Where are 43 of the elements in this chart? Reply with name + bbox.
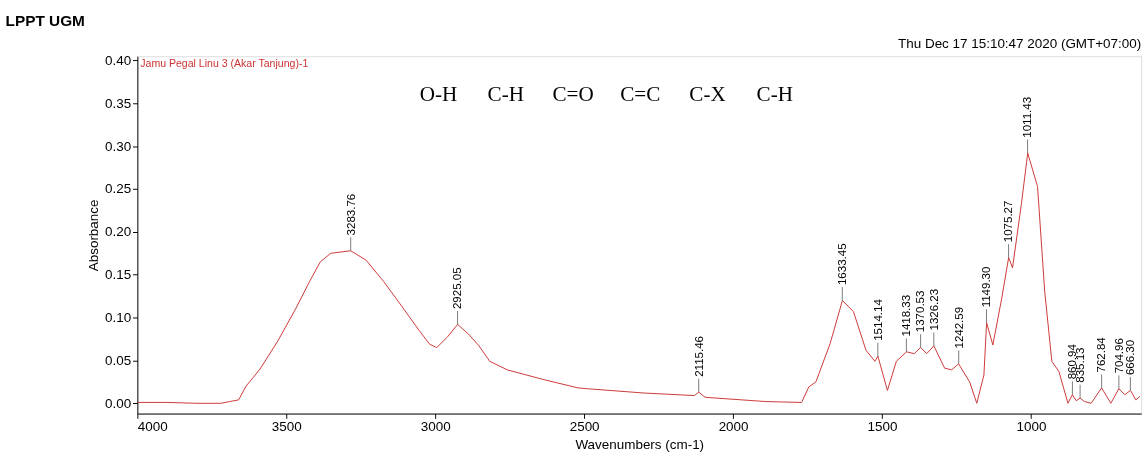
x-tick-label: 1500 [867, 419, 898, 435]
x-tick-label: 2000 [718, 419, 749, 435]
annotation: 1418.33 [900, 294, 913, 337]
annotation: 1514.14 [871, 298, 884, 341]
annotation: 762.84 [1095, 336, 1108, 373]
y-tick-label: 0.35 [104, 95, 132, 111]
y-tick-label: 0.00 [104, 395, 132, 411]
annotation: C-H [756, 82, 793, 107]
y-tick-label: 0.10 [104, 309, 132, 325]
y-tick-label: 0.15 [104, 267, 132, 283]
annotation: C=O [552, 82, 594, 107]
annotation: O-H [419, 82, 458, 107]
annotation: C-X [689, 82, 726, 107]
annotation: 1242.59 [952, 306, 965, 349]
annotation: 1370.53 [914, 290, 927, 333]
y-tick-label: 0.30 [104, 138, 132, 154]
y-axis-title: Absorbance [86, 199, 102, 272]
text: Jamu Pegal Linu 3 (Akar Tanjung)-1 [140, 56, 309, 69]
y-tick-label: 0.05 [104, 352, 132, 368]
x-tick-label: 2500 [569, 419, 600, 435]
annotation: 3283.76 [344, 193, 357, 236]
annotation: 1326.23 [927, 288, 940, 331]
y-tick-label: 0.25 [104, 181, 132, 197]
annotation: 2925.05 [451, 267, 464, 310]
annotation: C=C [620, 82, 661, 107]
x-axis-title: Wavenumbers (cm-1) [575, 436, 705, 452]
x-tick-label: 3500 [271, 419, 302, 435]
annotation: 704.96 [1112, 338, 1125, 374]
annotation: 1011.43 [1021, 96, 1034, 138]
y-tick-label: 0.40 [104, 52, 132, 68]
x-tick-label: 3000 [420, 419, 451, 435]
annotation: 666.30 [1124, 339, 1137, 376]
line-series [137, 152, 1141, 404]
annotation: C-H [487, 82, 524, 107]
y-tick-label: 0.20 [104, 224, 132, 240]
text: Thu Dec 17 15:10:47 2020 (GMT+07:00) [898, 35, 1142, 51]
x-tick-label: 1000 [1016, 419, 1047, 435]
annotation: 1633.45 [836, 243, 849, 286]
annotation: 1075.27 [1002, 200, 1015, 243]
annotation: 2115.46 [692, 336, 705, 377]
x-tick-label: 4000 [137, 419, 168, 435]
chart-title: LPPT UGM [5, 12, 85, 30]
annotation: 1149.30 [980, 266, 993, 308]
